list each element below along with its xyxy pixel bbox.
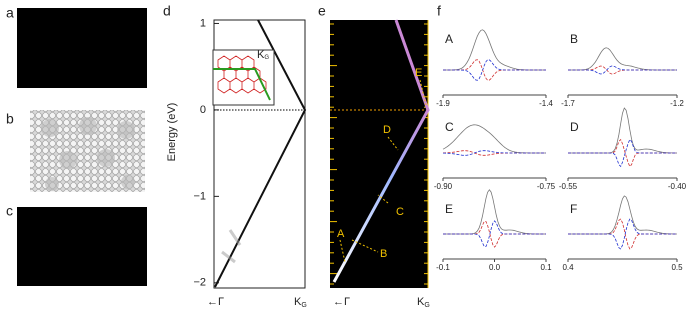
subplot: D -0.55 -0.40 (559, 107, 687, 191)
panel-label: c (6, 203, 13, 219)
inset-label: KG (257, 49, 269, 61)
x-tick-label: 0.5 (671, 263, 683, 272)
leader-lines (339, 79, 427, 263)
panel-label: b (6, 111, 14, 127)
x-tick-label: 0.4 (562, 263, 574, 272)
x-label: ←Γ (333, 296, 350, 308)
band-shadow (221, 229, 242, 264)
y-tick-label: 1 (200, 17, 206, 29)
y-tick-label: −1 (193, 190, 206, 202)
point-label: C (396, 206, 404, 218)
inset-path (213, 68, 271, 101)
subplot-label: F (570, 202, 577, 216)
subplot-label: C (445, 120, 454, 134)
x-tick-label: 0.0 (489, 263, 501, 272)
spectrum-total (568, 107, 677, 154)
subplot-label: B (570, 32, 578, 46)
subplot-label: A (445, 32, 453, 46)
image-b-texture (41, 117, 135, 191)
x-tick-label: -0.75 (537, 182, 556, 191)
subplot-label: D (570, 120, 579, 134)
x-tick-label: -1.7 (561, 99, 575, 108)
x-label: ←Γ (207, 296, 224, 308)
spectrum-blue (443, 150, 546, 156)
subplot: E -0.1 0.0 0.1 (436, 189, 552, 272)
spectrum-blue (443, 59, 546, 81)
subplot: B -1.7 -1.2 (561, 32, 684, 108)
point-label: A (337, 228, 345, 240)
x-label: KG (417, 296, 430, 309)
subplot: F 0.4 0.5 (562, 195, 683, 272)
spectrum-blue (443, 220, 546, 248)
y-tick-label: −2 (193, 277, 206, 289)
x-tick-label: -0.40 (668, 182, 687, 191)
plot-frame (330, 20, 428, 288)
band (332, 19, 430, 283)
spectrum-total (442, 124, 546, 154)
x-tick-label: -1.4 (539, 99, 553, 108)
x-tick-label: -1.2 (670, 99, 684, 108)
panel-label: f (437, 3, 441, 19)
x-tick-label: 0.1 (540, 263, 552, 272)
x-tick-label: -0.55 (559, 182, 578, 191)
spectrum-total (443, 29, 546, 71)
panel-label: d (163, 3, 171, 19)
point-label: D (383, 124, 391, 136)
x-tick-label: -0.90 (434, 182, 453, 191)
subplot-label: E (445, 202, 453, 216)
spectrum-total (568, 47, 677, 71)
point-label: B (380, 248, 387, 260)
spectrum-blue (568, 218, 677, 250)
panel-label: a (6, 5, 14, 21)
spectrum-blue (568, 138, 677, 168)
subplot: C -0.90 -0.75 (434, 120, 556, 191)
panel-label: e (318, 3, 326, 19)
spectrum-total (568, 195, 677, 235)
subplot: A -1.9 -1.4 (436, 29, 553, 108)
x-tick-label: -1.9 (436, 99, 450, 108)
x-tick-label: -0.1 (436, 263, 450, 272)
y-tick-label: 0 (200, 104, 206, 116)
y-axis-label: Energy (eV) (166, 103, 178, 162)
point-label: E (415, 67, 422, 79)
image-c (17, 207, 147, 286)
spectrum-total (443, 189, 546, 235)
spectrum-blue (568, 65, 677, 75)
x-label: KG (294, 296, 307, 309)
image-a (17, 8, 147, 88)
